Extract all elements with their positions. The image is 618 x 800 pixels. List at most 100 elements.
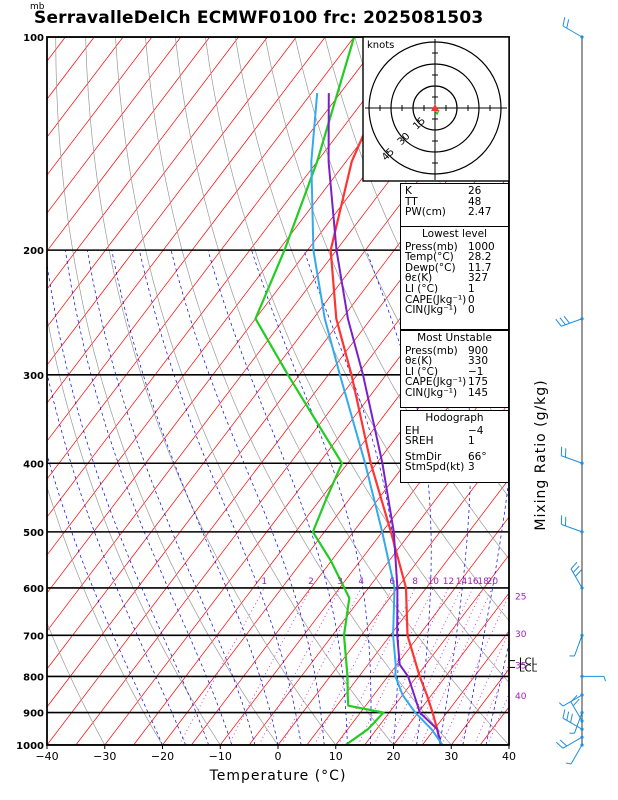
wind-barb-shaft xyxy=(574,635,583,657)
hodograph-stats-panel: Hodograph EH −4 SREH 1 StmDir 66° StmSpd(kt) 3 xyxy=(400,410,509,483)
wind-barb-dot xyxy=(580,461,584,465)
isotherm-line xyxy=(47,37,355,442)
stat-row: Dewp(°C) 11.7 xyxy=(401,263,508,274)
mixing-ratio-label: 25 xyxy=(515,593,526,603)
wind-barb-dot xyxy=(580,727,584,731)
isotherm-line xyxy=(47,37,182,214)
wind-barb-flag xyxy=(555,741,564,749)
stat-label: θε(K) xyxy=(405,272,433,285)
stat-label: StmDir xyxy=(405,450,442,463)
stat-row: CIN(Jkg⁻¹) 0 xyxy=(401,305,508,316)
isotherm-line xyxy=(248,402,509,745)
isotherm-line xyxy=(47,37,326,404)
lowest-level-panel: Lowest level Press(mb) 1000 Temp(°C) 28.2 De… xyxy=(400,226,509,330)
stat-label: CAPE(Jkg⁻¹) xyxy=(405,376,467,389)
wind-barb-shaft xyxy=(570,744,583,765)
stat-row: Temp(°C) 28.2 xyxy=(401,252,508,263)
isotherm-line xyxy=(47,37,153,176)
stat-row: Press(mb) 900 xyxy=(401,344,508,357)
wind-barb-shaft xyxy=(561,455,583,464)
wind-barb-dot xyxy=(580,530,584,534)
lowest-level-heading: Lowest level xyxy=(421,228,488,240)
wind-barb-dot xyxy=(580,674,584,678)
stat-value: 1 xyxy=(468,435,475,448)
mixing-ratio-line xyxy=(258,587,341,745)
moist-adiabat xyxy=(47,453,163,745)
stat-value: 3 xyxy=(468,461,475,474)
isotherm-line xyxy=(104,212,509,745)
y-tick-label: 800 xyxy=(23,672,44,683)
stat-row: θε(K) 330 xyxy=(401,356,508,367)
x-tick-label: −10 xyxy=(209,750,232,763)
tt-label: TT xyxy=(405,195,418,208)
temperature-trace xyxy=(329,37,442,745)
x-tick-label: 20 xyxy=(387,750,401,763)
moist-adiabat xyxy=(303,249,399,745)
moist-adiabat xyxy=(462,476,509,745)
wind-barb-flag xyxy=(559,739,568,747)
stat-row: θε(K) 327 xyxy=(401,273,508,284)
wind-barb-shaft xyxy=(562,694,583,707)
isotherm-line xyxy=(47,37,210,252)
most-unstable-panel: Most Unstable Press(mb) 900 θε(K) 330 LI (°C… xyxy=(400,330,509,408)
mixing-ratio-line xyxy=(228,587,312,745)
y-tick-label: 100 xyxy=(23,33,44,44)
wind-barb-flag xyxy=(566,762,572,765)
dry-adiabat xyxy=(85,37,337,745)
wind-barb-dot xyxy=(580,35,584,39)
mixing-ratio-label: 20 xyxy=(487,577,499,587)
y-tick-label: 200 xyxy=(23,246,44,257)
hodograph-box xyxy=(362,36,510,182)
dry-adiabat xyxy=(47,485,163,745)
wind-barb-flag xyxy=(559,317,566,326)
stat-label: Press(mb) xyxy=(405,344,458,357)
virtual-trace xyxy=(310,93,444,745)
hodograph-heading: Hodograph xyxy=(425,412,484,424)
lowest-level-rows: Press(mb) 1000 Temp(°C) 28.2 Dewp(°C) 11.7 θε(… xyxy=(401,240,508,316)
pw-value: 2.47 xyxy=(468,206,492,219)
x-tick-label: −40 xyxy=(35,750,58,763)
mixing-ratio-label: 35 xyxy=(515,662,526,672)
stat-label: StmSpd(kt) xyxy=(405,461,465,474)
x-tick-label: 30 xyxy=(444,750,458,763)
tt-value: 48 xyxy=(468,195,482,208)
dry-adiabat xyxy=(294,37,509,498)
wind-barb-dot xyxy=(580,719,584,723)
isotherm-line xyxy=(567,37,618,745)
dry-adiabat xyxy=(174,37,509,745)
mixing-ratio-line xyxy=(338,587,416,745)
isotherm-line xyxy=(0,37,8,745)
hodograph-rows: EH −4 SREH 1 StmDir 66° StmSpd(kt) 3 xyxy=(401,425,508,474)
stat-row: SREH 1 xyxy=(401,436,508,447)
stat-value: 0 xyxy=(468,304,475,317)
dry-adiabat xyxy=(204,37,509,684)
stat-label: Temp(°C) xyxy=(405,251,454,264)
x-tick-label: −20 xyxy=(151,750,174,763)
isotherm-line xyxy=(47,37,268,328)
stat-row: EH −4 xyxy=(401,425,508,437)
mixing-ratio-label: 18 xyxy=(477,577,489,587)
y-tick-label: 500 xyxy=(23,528,44,539)
most-unstable-heading: Most Unstable xyxy=(417,332,492,344)
mixing-ratio-label: 2 xyxy=(308,577,314,587)
parcel-trace xyxy=(327,93,442,745)
moist-adiabat xyxy=(170,250,325,745)
mixing-ratio-label: 4 xyxy=(358,577,364,587)
stat-value: −1 xyxy=(468,365,484,378)
wind-barb-flag xyxy=(575,569,582,577)
stat-value: 327 xyxy=(468,272,489,285)
mixing-ratio-label: 40 xyxy=(515,692,527,702)
stat-value: 28.2 xyxy=(468,251,492,264)
mixing-ratio-label: 30 xyxy=(515,630,527,640)
lcl-label: LCL xyxy=(519,657,538,668)
most-unstable-rows: Press(mb) 900 θε(K) 330 LI (°C) −1 CAPE(Jkg⁻¹)… xyxy=(401,344,508,399)
isotherm-line xyxy=(47,37,441,556)
stat-value: 1000 xyxy=(468,240,495,253)
moist-adiabat xyxy=(86,250,256,745)
x-axis-label: Temperature (°C) xyxy=(209,768,347,784)
wind-barb-dot xyxy=(580,693,584,697)
stat-row: LI (°C) 1 xyxy=(401,284,508,295)
mixing-ratio-label: 8 xyxy=(412,577,418,587)
isotherm-line xyxy=(277,440,509,745)
